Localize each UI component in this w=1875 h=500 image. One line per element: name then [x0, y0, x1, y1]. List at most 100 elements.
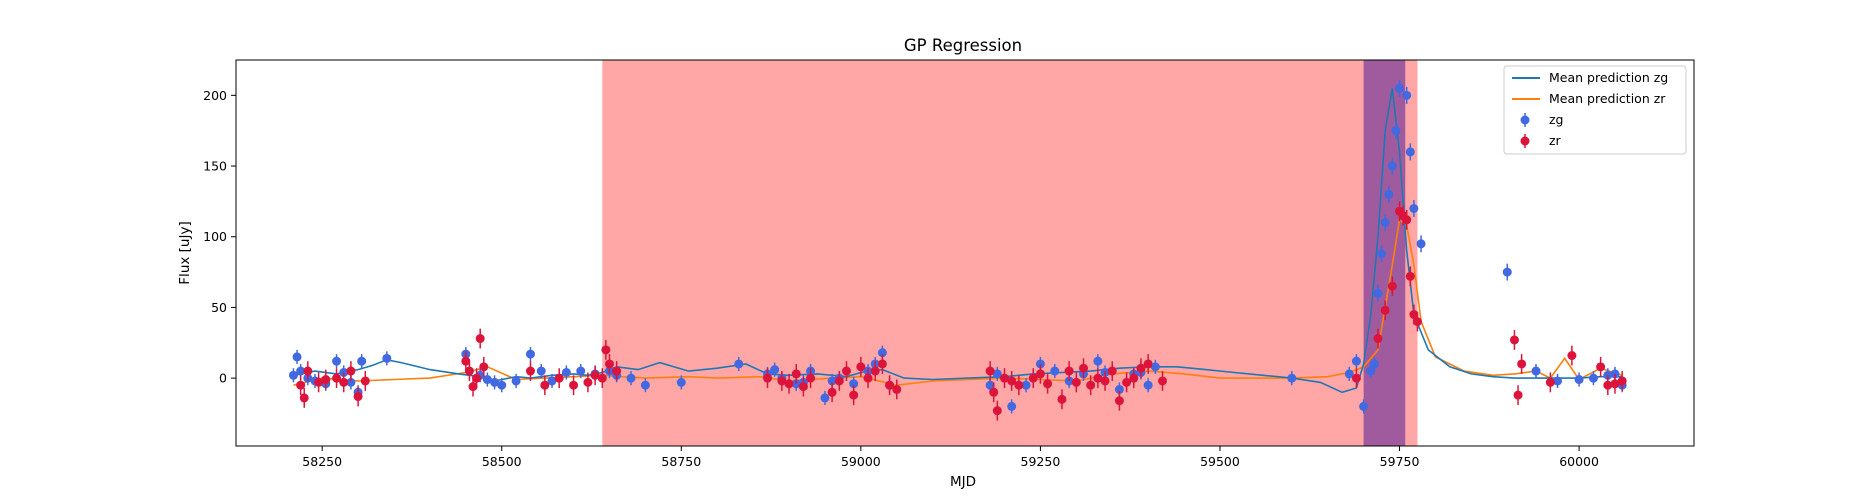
zr-point: [299, 388, 309, 408]
y-tick-label: 200: [203, 88, 227, 103]
zr-point: [303, 361, 313, 381]
zr-point: [612, 361, 622, 381]
zr-point: [525, 361, 535, 381]
zr-point: [353, 386, 363, 407]
zr-point: [1412, 311, 1422, 332]
zg-point: [1351, 354, 1361, 369]
zg-point: [676, 375, 686, 390]
zg-point: [525, 347, 535, 362]
zg-point: [1391, 122, 1401, 140]
y-tick-label: 150: [203, 159, 227, 174]
zr-point: [1114, 390, 1124, 411]
zr-point: [985, 361, 995, 381]
zr-point: [777, 371, 787, 391]
zr-point: [870, 361, 880, 381]
zr-point: [1064, 361, 1074, 381]
zr-point: [1086, 375, 1096, 396]
zr-point: [360, 371, 370, 391]
zg-point: [1093, 354, 1103, 369]
zg-point: [1384, 185, 1394, 203]
zg-point: [1373, 284, 1383, 302]
zg-point: [1553, 373, 1563, 389]
zg-point: [1387, 157, 1397, 175]
x-tick-label: 59250: [1021, 454, 1061, 469]
x-tick-label: 59000: [841, 454, 881, 469]
zg-point: [770, 362, 780, 377]
zg-point: [1021, 378, 1031, 393]
zr-point: [791, 363, 801, 384]
zr-point: [604, 354, 614, 374]
x-tick-label: 59500: [1200, 454, 1240, 469]
zg-point: [1344, 366, 1354, 381]
zr-point: [1610, 373, 1620, 394]
zg-point: [820, 390, 830, 405]
zg-point: [332, 354, 342, 369]
zr-point: [321, 369, 331, 390]
zr-point: [1079, 358, 1089, 379]
legend-label-mean-zr: Mean prediction zr: [1549, 91, 1666, 106]
zr-point: [332, 368, 342, 389]
zg-point: [382, 351, 392, 366]
zr-point: [798, 376, 808, 397]
x-tick-label: 59750: [1380, 454, 1420, 469]
zr-point: [475, 328, 485, 349]
zg-point: [1143, 378, 1153, 393]
zg-point: [1409, 199, 1419, 217]
zr-point: [827, 382, 837, 403]
zr-point: [1617, 371, 1627, 391]
zg-point: [1377, 245, 1387, 263]
zr-point: [1596, 356, 1606, 377]
zr-point: [1405, 266, 1415, 287]
y-axis-label: Flux [uJy]: [177, 221, 193, 284]
zg-point: [576, 363, 586, 379]
zg-point: [1287, 371, 1297, 386]
zg-point: [288, 368, 298, 383]
zg-point: [1574, 372, 1584, 387]
legend-marker-zg: [1520, 115, 1530, 125]
zg-point: [626, 371, 636, 386]
zr-point: [1093, 368, 1103, 389]
zr-point: [1517, 354, 1527, 374]
zr-point: [849, 385, 859, 405]
zr-point: [1143, 354, 1153, 374]
zr-point: [1007, 371, 1017, 391]
zr-point: [841, 361, 851, 381]
zr-point: [1509, 330, 1519, 350]
zg-point: [1150, 359, 1160, 374]
zg-point: [1359, 399, 1369, 414]
zr-point: [806, 368, 816, 389]
zg-point: [1050, 363, 1060, 379]
zr-point: [1129, 368, 1139, 389]
zg-point: [1405, 143, 1415, 161]
zr-point: [479, 356, 489, 377]
zr-point: [1567, 345, 1577, 366]
chart-title: GP Regression: [904, 36, 1022, 55]
x-axis-label: MJD: [950, 474, 976, 490]
y-tick-label: 100: [203, 229, 227, 244]
zg-point: [482, 372, 492, 387]
plot-area-frame: [235, 59, 1695, 447]
legend-label-zg: zg: [1549, 112, 1564, 127]
zg-point: [1402, 86, 1412, 104]
series-zr-points: [296, 201, 1627, 421]
zr-point: [1107, 361, 1117, 381]
zg-point: [511, 373, 521, 389]
legend-label-zr: zr: [1549, 133, 1562, 148]
legend: Mean prediction zg Mean prediction zr zg…: [1503, 65, 1687, 155]
zr-point: [1000, 368, 1010, 389]
zr-point: [1071, 372, 1081, 393]
zr-point: [554, 368, 564, 389]
zr-point: [1402, 209, 1412, 230]
zr-point: [989, 382, 999, 403]
x-axis: 58250 58500 58750 59000 59250 59500 59750 60000: [302, 446, 1599, 469]
zg-point: [490, 375, 500, 390]
zg-point: [1007, 399, 1017, 414]
zg-point: [536, 363, 546, 379]
y-axis: 0 50 100 150 200: [203, 88, 236, 386]
legend-marker-zr: [1520, 136, 1530, 146]
zr-point: [1387, 276, 1397, 297]
legend-label-mean-zg: Mean prediction zg: [1549, 70, 1668, 85]
zr-point: [885, 375, 895, 396]
zr-point: [590, 365, 600, 386]
